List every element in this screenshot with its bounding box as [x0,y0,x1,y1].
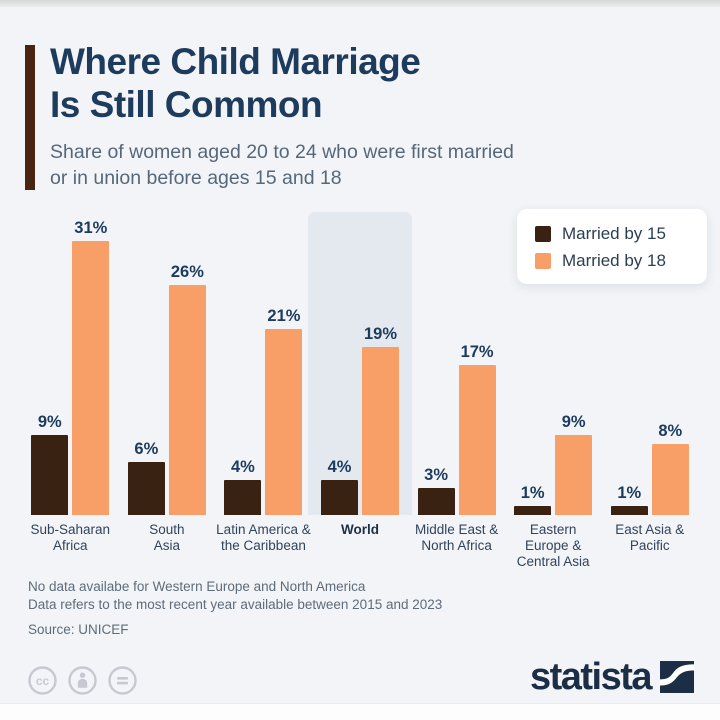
category-label: Sub-Saharan Africa [30,522,111,553]
subtitle-line-1: Share of women aged 20 to 24 who were fi… [50,141,514,163]
legend-item-married-by-18: Married by 18 [535,252,689,270]
bar-married-by-15: 3% [417,466,455,515]
bar-value-label: 21% [267,307,301,325]
bar-value-label: 9% [561,413,586,431]
page-title: Where Child Marriage Is Still Common [50,40,514,126]
bar-married-by-18: 9% [555,413,593,515]
bar-value-label: 17% [460,343,494,361]
subtitle-line-2: or in union before ages 15 and 18 [50,167,342,189]
bar-married-by-15: 1% [514,484,552,515]
category-label: World [341,522,380,537]
footnote-line-2: Data refers to the most recent year avai… [28,597,443,612]
source-note: Source: UNICEF [28,622,129,637]
license-icons: cc [27,665,138,696]
legend-swatch-married-by-18 [535,253,551,269]
bar-value-label: 19% [364,325,398,343]
bar-group: 6% 26% [119,212,216,515]
bottom-edge-strip [0,703,720,720]
bar-married-by-15: 1% [610,484,648,515]
bar-married-by-18: 21% [265,307,303,515]
cc-icon[interactable]: cc [27,665,58,696]
bar-value-label: 6% [134,440,159,458]
top-edge-strip [0,0,720,7]
bar-value-label: 8% [658,422,683,440]
statista-logo-mark [660,661,694,693]
bar-married-by-15: 9% [31,413,69,515]
category-label: South Asia [149,522,185,553]
chart-legend: Married by 15 Married by 18 [517,209,707,284]
title-accent-bar [25,45,35,190]
legend-swatch-married-by-15 [535,226,551,242]
bar-group: 1% 8% [601,212,698,515]
bar-married-by-15: 4% [224,458,262,515]
plot-area: 9% 31% 6% 26% 4% 21% 4% 19% 3% 17% 1% 9% 1% 8% [22,212,698,515]
bar-married-by-18: 8% [651,422,689,515]
bar-group: 1% 9% [505,212,602,515]
bar-group: 4% 21% [215,212,312,515]
bar-group: 9% 31% [22,212,119,515]
header: Where Child Marriage Is Still Common Sha… [50,40,514,191]
bar-value-label: 1% [520,484,545,502]
legend-item-married-by-15: Married by 15 [535,225,689,243]
no-derivatives-icon[interactable] [107,665,138,696]
bar-married-by-15: 6% [127,440,165,515]
category-label: Middle East & North Africa [414,522,499,553]
category-label: Latin America & the Caribbean [216,522,311,553]
bar-married-by-18: 17% [458,343,496,515]
statista-logo-text: statista [529,656,653,698]
bar-chart: 9% 31% 6% 26% 4% 21% 4% 19% 3% 17% 1% 9% 1% 8% Sub-Sa… [22,212,698,570]
svg-text:cc: cc [36,674,50,688]
category-label: Eastern Europe & Central Asia [516,522,590,569]
footnote-line-1: No data availabe for Western Europe and … [28,579,366,594]
bar-value-label: 4% [231,458,255,476]
footnotes: No data availabe for Western Europe and … [28,578,442,639]
bar-value-label: 26% [170,263,204,281]
bar-married-by-18: 31% [72,219,110,515]
bar-value-label: 9% [37,413,62,431]
bar-married-by-15: 4% [321,458,359,515]
title-line-1: Where Child Marriage [50,41,421,82]
category-labels: Sub-Saharan Africa South Asia Latin America … [22,522,698,570]
bar-value-label: 4% [327,458,352,476]
legend-label: Married by 18 [562,251,666,270]
bar-value-label: 3% [424,466,449,484]
title-line-2: Is Still Common [50,84,323,125]
bar-value-label: 1% [617,484,642,502]
attribution-icon[interactable] [67,665,98,696]
bar-married-by-18: 26% [168,263,206,515]
bar-value-label: 31% [74,219,108,237]
category-label: East Asia & Pacific [615,522,685,553]
bar-group: 3% 17% [408,212,505,515]
legend-label: Married by 15 [562,224,666,243]
statista-logo[interactable]: statista [530,658,694,696]
bar-group: 4% 19% [312,212,409,515]
chart-subtitle: Share of women aged 20 to 24 who were fi… [50,139,514,191]
bar-married-by-18: 19% [362,325,400,515]
